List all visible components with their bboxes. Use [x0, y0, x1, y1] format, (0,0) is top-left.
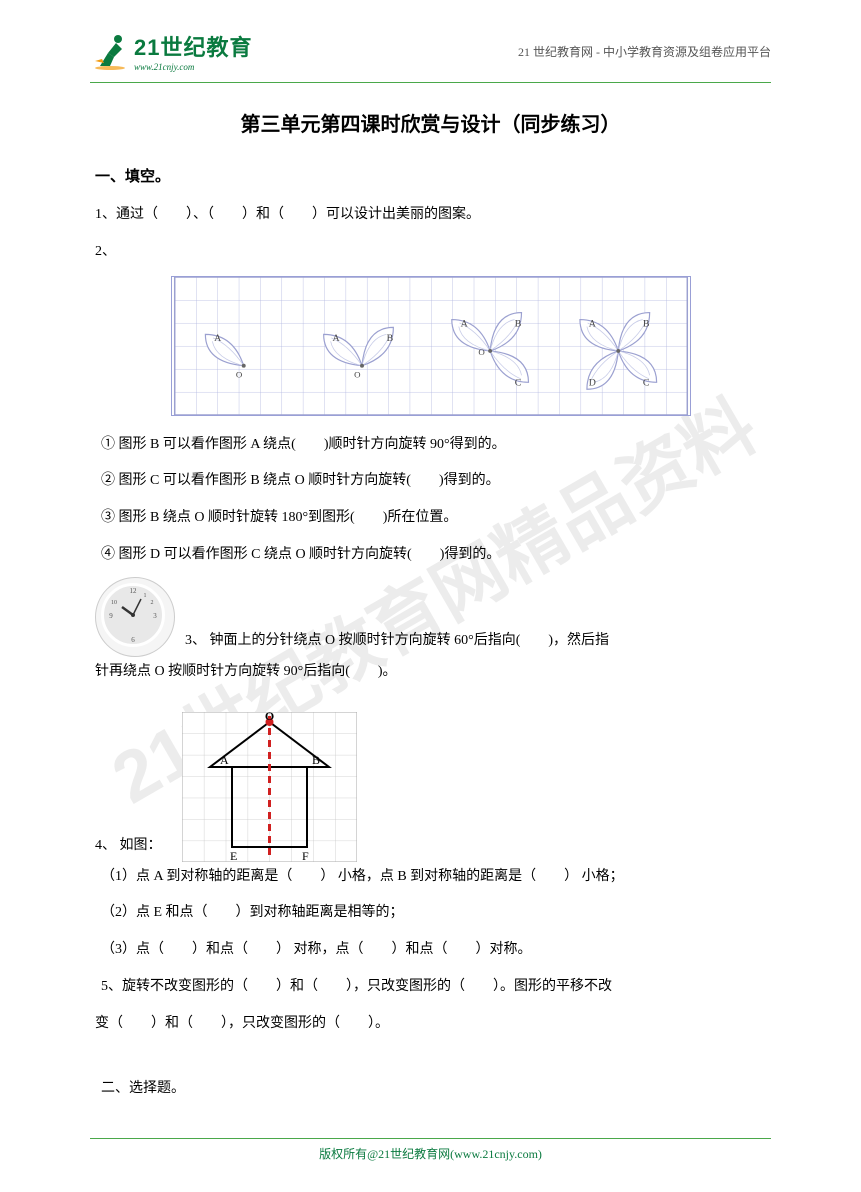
- svg-text:12: 12: [130, 587, 138, 595]
- svg-text:A: A: [220, 753, 229, 767]
- logo-url: www.21cnjy.com: [134, 62, 252, 72]
- page-footer: 版权所有@21世纪教育网(www.21cnjy.com): [0, 1138, 861, 1162]
- question-5-a: 5、旋转不改变图形的（ ）和（ ），只改变图形的（ ）。图形的平移不改: [95, 972, 766, 1003]
- question-3-line-b: 针再绕点 O 按顺时针方向旋转 90°后指向( )。: [95, 657, 766, 688]
- svg-text:B: B: [312, 753, 320, 767]
- page-header: 21世纪教育 www.21cnjy.com 21 世纪教育网 - 中小学教育资源…: [0, 0, 861, 82]
- footer-divider: [90, 1138, 771, 1139]
- svg-text:A: A: [332, 333, 340, 344]
- footer-copyright: 版权所有@21世纪教育网(www.21cnjy.com): [0, 1145, 861, 1162]
- logo-text-block: 21世纪教育 www.21cnjy.com: [134, 30, 252, 72]
- svg-text:F: F: [302, 849, 309, 862]
- q3-text-a: 钟面上的分针绕点 O 按顺时针方向旋转 60°后指向( )，然后指: [210, 633, 610, 648]
- document-title: 第三单元第四课时欣赏与设计（同步练习）: [95, 108, 766, 137]
- question-2-2: ② 图形 C 可以看作图形 B 绕点 O 顺时针方向旋转( )得到的。: [95, 466, 766, 497]
- svg-text:O: O: [264, 712, 273, 723]
- svg-text:1: 1: [144, 593, 147, 599]
- question-3-block: 12 3 6 9 10 1 2: [95, 577, 766, 657]
- question-2-1: ① 图形 B 可以看作图形 A 绕点( )顺时针方向旋转 90°得到的。: [95, 430, 766, 461]
- logo-title: 21世纪教育: [134, 30, 252, 62]
- question-4-3: （3）点（ ）和点（ ） 对称，点（ ）和点（ ）对称。: [95, 935, 766, 966]
- svg-text:O: O: [478, 346, 485, 356]
- logo-area: 21世纪教育 www.21cnjy.com: [90, 30, 252, 72]
- svg-text:9: 9: [109, 612, 113, 620]
- runner-logo-icon: [90, 31, 130, 71]
- svg-text:O: O: [354, 369, 361, 379]
- svg-text:A: A: [460, 318, 468, 329]
- q3-prefix: 3、: [185, 633, 206, 648]
- svg-text:A: A: [588, 318, 596, 329]
- figure-petals: A O A B O A B C O: [95, 276, 766, 416]
- svg-text:3: 3: [153, 612, 157, 620]
- q4-prefix: 4、 如图：: [95, 831, 162, 862]
- question-2-4: ④ 图形 D 可以看作图形 C 绕点 O 顺时针方向旋转( )得到的。: [95, 540, 766, 571]
- svg-text:D: D: [588, 377, 595, 388]
- svg-text:A: A: [214, 333, 222, 344]
- svg-text:E: E: [230, 849, 237, 862]
- question-2-label: 2、: [95, 237, 766, 268]
- clock-figure: 12 3 6 9 10 1 2: [95, 577, 175, 657]
- question-4-2: （2）点 E 和点（ ）到对称轴距离是相等的；: [95, 898, 766, 929]
- svg-text:6: 6: [131, 636, 135, 644]
- document-content: 第三单元第四课时欣赏与设计（同步练习） 一、填空。 1、通过（ ）、（ ）和（ …: [0, 83, 861, 1104]
- svg-text:B: B: [642, 318, 649, 329]
- svg-text:C: C: [642, 377, 649, 388]
- header-right-text: 21 世纪教育网 - 中小学教育资源及组卷应用平台: [518, 43, 771, 60]
- question-3-line-a: 3、 钟面上的分针绕点 O 按顺时针方向旋转 60°后指向( )，然后指: [185, 626, 766, 657]
- svg-text:B: B: [386, 333, 393, 344]
- question-5-b: 变（ ）和（ ），只改变图形的（ ）。: [95, 1009, 766, 1040]
- section-choice-title: 二、选择题。: [95, 1074, 766, 1105]
- svg-text:O: O: [235, 369, 242, 379]
- svg-text:C: C: [514, 377, 521, 388]
- question-1: 1、通过（ ）、（ ）和（ ）可以设计出美丽的图案。: [95, 200, 766, 231]
- svg-text:10: 10: [111, 600, 117, 606]
- section-fill-blank-title: 一、填空。: [95, 165, 766, 186]
- svg-text:2: 2: [151, 600, 154, 606]
- svg-text:B: B: [514, 318, 521, 329]
- question-4-1: （1）点 A 到对称轴的距离是（ ） 小格，点 B 到对称轴的距离是（ ） 小格…: [95, 862, 766, 893]
- question-2-3: ③ 图形 B 绕点 O 顺时针旋转 180°到图形( )所在位置。: [95, 503, 766, 534]
- house-figure: O A B E F: [182, 712, 357, 862]
- question-4-block: 4、 如图： O A B E F: [95, 712, 766, 862]
